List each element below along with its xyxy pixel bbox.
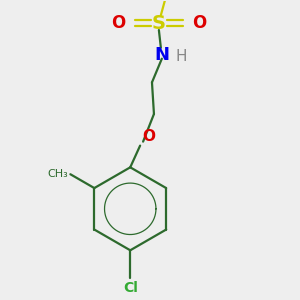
- Text: CH₃: CH₃: [48, 169, 68, 179]
- Text: N: N: [154, 46, 169, 64]
- Text: O: O: [111, 14, 125, 32]
- Text: Cl: Cl: [123, 281, 138, 295]
- Text: H: H: [176, 49, 188, 64]
- Text: S: S: [152, 14, 166, 33]
- Text: O: O: [142, 129, 155, 144]
- Text: O: O: [193, 14, 207, 32]
